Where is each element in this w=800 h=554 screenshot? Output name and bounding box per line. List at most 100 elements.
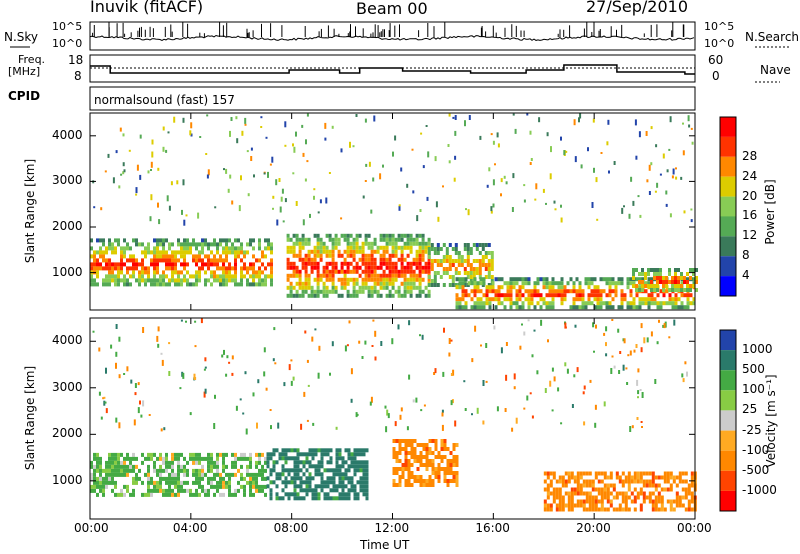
heat-cell xyxy=(102,468,105,473)
heat-cell xyxy=(255,480,258,485)
sparse-cell xyxy=(626,382,629,385)
heat-cell xyxy=(684,471,688,476)
heat-cell xyxy=(261,452,264,457)
heat-cell xyxy=(156,238,159,243)
heat-cell xyxy=(409,289,413,294)
heat-cell xyxy=(102,476,105,481)
heat-cell xyxy=(461,293,465,298)
heat-cell xyxy=(546,495,550,500)
heat-cell xyxy=(355,245,359,250)
heat-cell xyxy=(195,472,198,477)
heat-cell xyxy=(320,476,324,481)
heat-cell xyxy=(255,258,258,263)
heat-cell xyxy=(346,277,350,282)
heat-cell xyxy=(434,455,438,459)
heat-cell xyxy=(108,246,111,251)
heat-cell xyxy=(281,480,285,485)
y-tick-label: 4000 xyxy=(52,333,83,348)
heat-cell xyxy=(240,484,243,489)
heat-cell xyxy=(162,254,165,259)
colorbar-segment xyxy=(720,236,736,257)
heat-cell xyxy=(162,468,165,473)
y-tick-label: 1000 xyxy=(52,264,83,279)
heat-cell xyxy=(668,293,672,298)
sparse-cell xyxy=(565,150,568,153)
heat-cell xyxy=(120,250,123,255)
sparse-cell xyxy=(629,426,632,432)
heat-cell xyxy=(332,476,336,481)
heat-cell xyxy=(689,293,693,298)
heat-cell xyxy=(346,245,350,250)
heat-cell xyxy=(624,499,628,504)
heat-cell xyxy=(252,270,255,275)
heat-cell xyxy=(448,263,452,267)
heat-cell xyxy=(289,261,293,266)
heat-cell xyxy=(328,253,332,258)
heat-cell xyxy=(576,499,580,504)
heat-cell xyxy=(558,507,562,512)
heat-cell xyxy=(418,273,422,278)
heat-cell xyxy=(662,301,666,306)
sparse-cell xyxy=(452,369,455,376)
heat-cell xyxy=(600,503,604,508)
heat-cell xyxy=(222,278,225,283)
heat-cell xyxy=(582,503,586,508)
heat-cell xyxy=(222,266,225,271)
heat-cell xyxy=(299,460,303,465)
heat-cell xyxy=(567,495,571,500)
heat-cell xyxy=(455,297,459,302)
heat-cell xyxy=(367,273,371,278)
heat-cell xyxy=(135,480,138,485)
heat-cell xyxy=(153,468,156,473)
heat-cell xyxy=(660,487,664,492)
heat-cell xyxy=(362,484,366,489)
heat-cell xyxy=(401,467,405,471)
heat-cell xyxy=(587,297,591,302)
heat-cell xyxy=(328,261,332,266)
heat-cell xyxy=(362,480,366,485)
heat-cell xyxy=(555,491,559,496)
sparse-cell xyxy=(422,165,425,169)
heat-cell xyxy=(674,297,678,302)
heat-cell xyxy=(340,293,344,298)
heat-cell xyxy=(153,270,156,275)
heat-cell xyxy=(183,238,186,243)
heat-cell xyxy=(431,483,435,487)
sparse-cell xyxy=(123,169,126,173)
heat-cell xyxy=(117,274,120,279)
heat-cell xyxy=(370,273,374,278)
heat-cell xyxy=(93,476,96,481)
sparse-cell xyxy=(382,164,384,168)
heat-cell xyxy=(671,305,675,310)
heat-cell xyxy=(310,265,314,270)
sparse-cell xyxy=(613,365,616,369)
heat-cell xyxy=(394,253,398,258)
heat-cell xyxy=(527,281,531,286)
heat-cell xyxy=(132,258,135,263)
heat-cell xyxy=(195,460,198,465)
heat-cell xyxy=(117,278,120,283)
heat-cell xyxy=(545,301,549,306)
heat-cell xyxy=(404,467,408,471)
heat-cell xyxy=(355,237,359,242)
sparse-cell xyxy=(454,420,457,427)
heat-cell xyxy=(614,293,618,298)
heat-cell xyxy=(349,269,353,274)
heat-cell xyxy=(484,267,488,271)
sparse-cell xyxy=(182,372,185,379)
heat-cell xyxy=(269,492,273,497)
freq-tick-bottom: 8 xyxy=(74,69,82,83)
heat-cell xyxy=(301,265,305,270)
heat-cell xyxy=(117,452,120,457)
power-y-ticks xyxy=(90,135,695,274)
heat-cell xyxy=(281,488,285,493)
heat-cell xyxy=(307,285,311,290)
heat-cell xyxy=(407,471,411,475)
heat-cell xyxy=(96,468,99,473)
heat-cell xyxy=(630,475,634,480)
sparse-cell xyxy=(613,161,616,165)
heat-cell xyxy=(587,281,591,286)
heat-cell xyxy=(524,281,528,286)
heat-cell xyxy=(624,491,628,496)
heat-cell xyxy=(455,443,459,447)
